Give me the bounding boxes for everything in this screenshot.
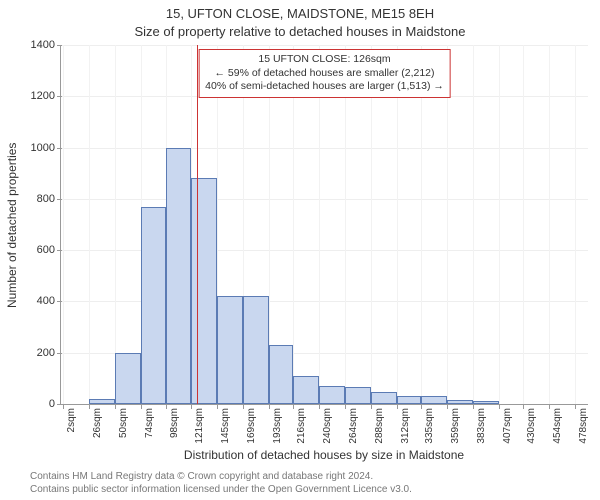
histogram-bar	[473, 401, 499, 404]
x-tick-label: 145sqm	[217, 404, 231, 444]
x-tick-label: 240sqm	[319, 404, 333, 444]
histogram-bar	[293, 376, 319, 404]
x-tick-label: 26sqm	[89, 404, 103, 438]
x-tick-label: 169sqm	[243, 404, 257, 444]
y-tick-label: 1000	[31, 142, 61, 154]
x-tick-label: 121sqm	[191, 404, 205, 444]
gridline-v	[115, 45, 116, 404]
histogram-bar	[269, 345, 294, 404]
gridline-v	[89, 45, 90, 404]
histogram-bar	[115, 353, 141, 404]
footer-line-2: Contains public sector information licen…	[30, 484, 588, 497]
gridline-v	[397, 45, 398, 404]
annotation-box: 15 UFTON CLOSE: 126sqm ← 59% of detached…	[198, 49, 451, 98]
gridline-v	[549, 45, 550, 404]
x-tick-label: 430sqm	[523, 404, 537, 444]
y-tick-label: 0	[49, 398, 61, 410]
histogram-bar	[191, 178, 217, 404]
x-tick-label: 216sqm	[293, 404, 307, 444]
x-axis-label: Distribution of detached houses by size …	[60, 448, 588, 462]
reference-line	[197, 45, 198, 404]
x-tick-label: 264sqm	[345, 404, 359, 444]
x-tick-label: 335sqm	[421, 404, 435, 444]
x-tick-label: 383sqm	[473, 404, 487, 444]
y-tick-label: 600	[37, 244, 61, 256]
x-tick-label: 454sqm	[549, 404, 563, 444]
annotation-line-3: 40% of semi-detached houses are larger (…	[205, 80, 444, 94]
x-tick-label: 312sqm	[397, 404, 411, 444]
gridline-v	[293, 45, 294, 404]
histogram-bar	[421, 396, 447, 404]
gridline-v	[345, 45, 346, 404]
histogram-bar	[345, 387, 371, 404]
plot-area: 02004006008001000120014002sqm26sqm50sqm7…	[60, 45, 588, 405]
gridline-v	[499, 45, 500, 404]
gridline-v	[371, 45, 372, 404]
gridline-v	[473, 45, 474, 404]
histogram-bar	[371, 392, 397, 404]
histogram-bar	[217, 296, 243, 404]
y-tick-label: 200	[37, 347, 61, 359]
footer-line-1: Contains HM Land Registry data © Crown c…	[30, 471, 588, 484]
histogram-bar	[166, 148, 191, 404]
gridline-v	[421, 45, 422, 404]
x-tick-label: 288sqm	[371, 404, 385, 444]
annotation-line-2: ← 59% of detached houses are smaller (2,…	[205, 67, 444, 81]
x-tick-label: 193sqm	[269, 404, 283, 444]
x-tick-label: 359sqm	[447, 404, 461, 444]
annotation-line-1: 15 UFTON CLOSE: 126sqm	[205, 53, 444, 67]
y-tick-label: 800	[37, 193, 61, 205]
gridline-v	[523, 45, 524, 404]
y-tick-label: 1200	[31, 90, 61, 102]
x-tick-label: 98sqm	[166, 404, 180, 438]
histogram-bar	[243, 296, 269, 404]
x-tick-label: 74sqm	[141, 404, 155, 438]
gridline-v	[447, 45, 448, 404]
x-tick-label: 50sqm	[115, 404, 129, 438]
y-tick-label: 400	[37, 295, 61, 307]
x-tick-label: 2sqm	[63, 404, 77, 432]
histogram-bar	[141, 207, 167, 404]
gridline-v	[575, 45, 576, 404]
chart-title-main: 15, UFTON CLOSE, MAIDSTONE, ME15 8EH	[0, 6, 600, 21]
chart-container: 15, UFTON CLOSE, MAIDSTONE, ME15 8EH Siz…	[0, 0, 600, 500]
x-tick-label: 478sqm	[575, 404, 589, 444]
histogram-bar	[89, 399, 115, 404]
histogram-bar	[397, 396, 422, 404]
y-axis-label: Number of detached properties	[5, 45, 19, 405]
footer-text: Contains HM Land Registry data © Crown c…	[30, 471, 588, 496]
chart-title-sub: Size of property relative to detached ho…	[0, 24, 600, 39]
y-tick-label: 1400	[31, 39, 61, 51]
histogram-bar	[447, 400, 473, 404]
x-tick-label: 407sqm	[499, 404, 513, 444]
gridline-v	[63, 45, 64, 404]
histogram-bar	[319, 386, 345, 404]
gridline-v	[319, 45, 320, 404]
